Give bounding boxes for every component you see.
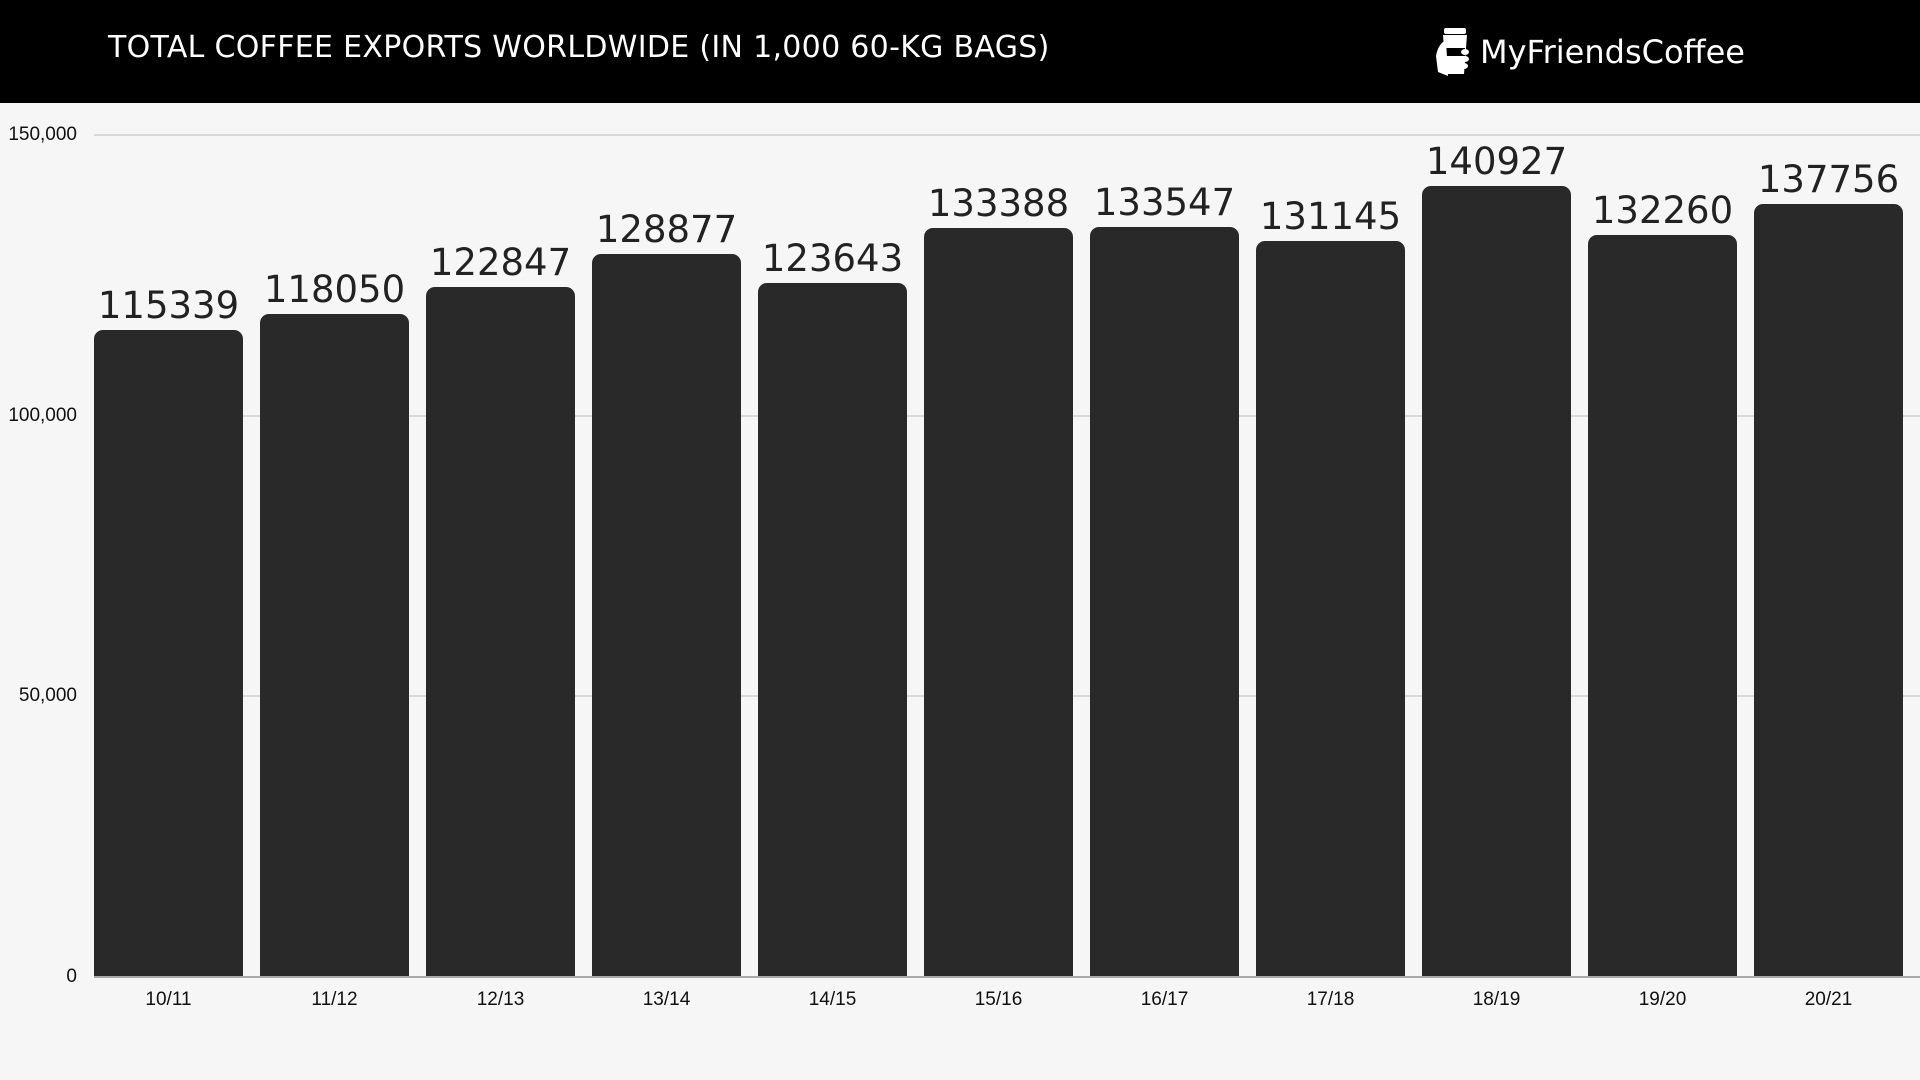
bar-value-label: 128877 bbox=[595, 207, 738, 251]
bar-chart: 0 50,000 100,000 150,000 115339 10/11 118050 11… bbox=[0, 103, 1920, 1080]
bar-20-21 bbox=[1754, 203, 1903, 977]
bar-19-20 bbox=[1588, 234, 1737, 977]
bar-value-label: 122847 bbox=[429, 241, 572, 285]
y-axis-tick-label: 100,000 bbox=[8, 404, 77, 426]
x-axis-tick-label: 14/15 bbox=[808, 989, 857, 1010]
x-axis-tick-label: 15/16 bbox=[974, 989, 1023, 1010]
coffee-cup-in-hand-icon bbox=[1436, 28, 1469, 76]
x-axis-tick-label: 10/11 bbox=[145, 989, 192, 1010]
x-axis-tick-label: 20/21 bbox=[1804, 989, 1853, 1010]
brand-logo: MyFriendsCoffee bbox=[1434, 26, 1745, 78]
x-axis-tick-label: 11/12 bbox=[311, 989, 358, 1010]
bar-15-16 bbox=[924, 228, 1073, 977]
x-axis-baseline bbox=[94, 976, 1920, 978]
y-axis-tick-label: 50,000 bbox=[18, 685, 77, 707]
bar-value-label: 115339 bbox=[97, 283, 240, 327]
bar-13-14 bbox=[592, 253, 741, 977]
chart-title: TOTAL COFFEE EXPORTS WORLDWIDE (IN 1,000… bbox=[108, 30, 1050, 65]
bar-value-label: 123643 bbox=[761, 236, 904, 280]
bar-16-17 bbox=[1090, 227, 1239, 977]
y-axis-tick-label: 0 bbox=[66, 966, 77, 987]
bar-value-label: 137756 bbox=[1757, 157, 1900, 201]
bar-17-18 bbox=[1256, 240, 1405, 977]
bar-value-label: 133547 bbox=[1093, 181, 1236, 225]
bar-11-12 bbox=[260, 314, 409, 977]
y-axis-tick-label: 150,000 bbox=[8, 124, 77, 145]
bar-12-13 bbox=[426, 287, 575, 977]
bar-value-label: 140927 bbox=[1425, 139, 1568, 183]
x-axis-tick-label: 16/17 bbox=[1140, 989, 1189, 1010]
x-axis-tick-label: 12/13 bbox=[476, 989, 525, 1010]
x-axis-tick-label: 18/19 bbox=[1472, 989, 1521, 1010]
bar-10-11 bbox=[94, 329, 243, 977]
x-axis-tick-label: 19/20 bbox=[1638, 989, 1687, 1010]
gridline bbox=[94, 134, 1920, 136]
bar-value-label: 131145 bbox=[1259, 194, 1402, 238]
bar-value-label: 118050 bbox=[263, 268, 406, 312]
bar-value-label: 132260 bbox=[1591, 188, 1734, 232]
bar-value-label: 133388 bbox=[927, 182, 1070, 226]
x-axis-tick-label: 17/18 bbox=[1306, 989, 1355, 1010]
bar-18-19 bbox=[1422, 185, 1571, 977]
chart-header: TOTAL COFFEE EXPORTS WORLDWIDE (IN 1,000… bbox=[0, 0, 1920, 103]
bar-14-15 bbox=[758, 282, 907, 977]
brand-name: MyFriendsCoffee bbox=[1480, 33, 1745, 71]
x-axis-tick-label: 13/14 bbox=[642, 989, 691, 1010]
